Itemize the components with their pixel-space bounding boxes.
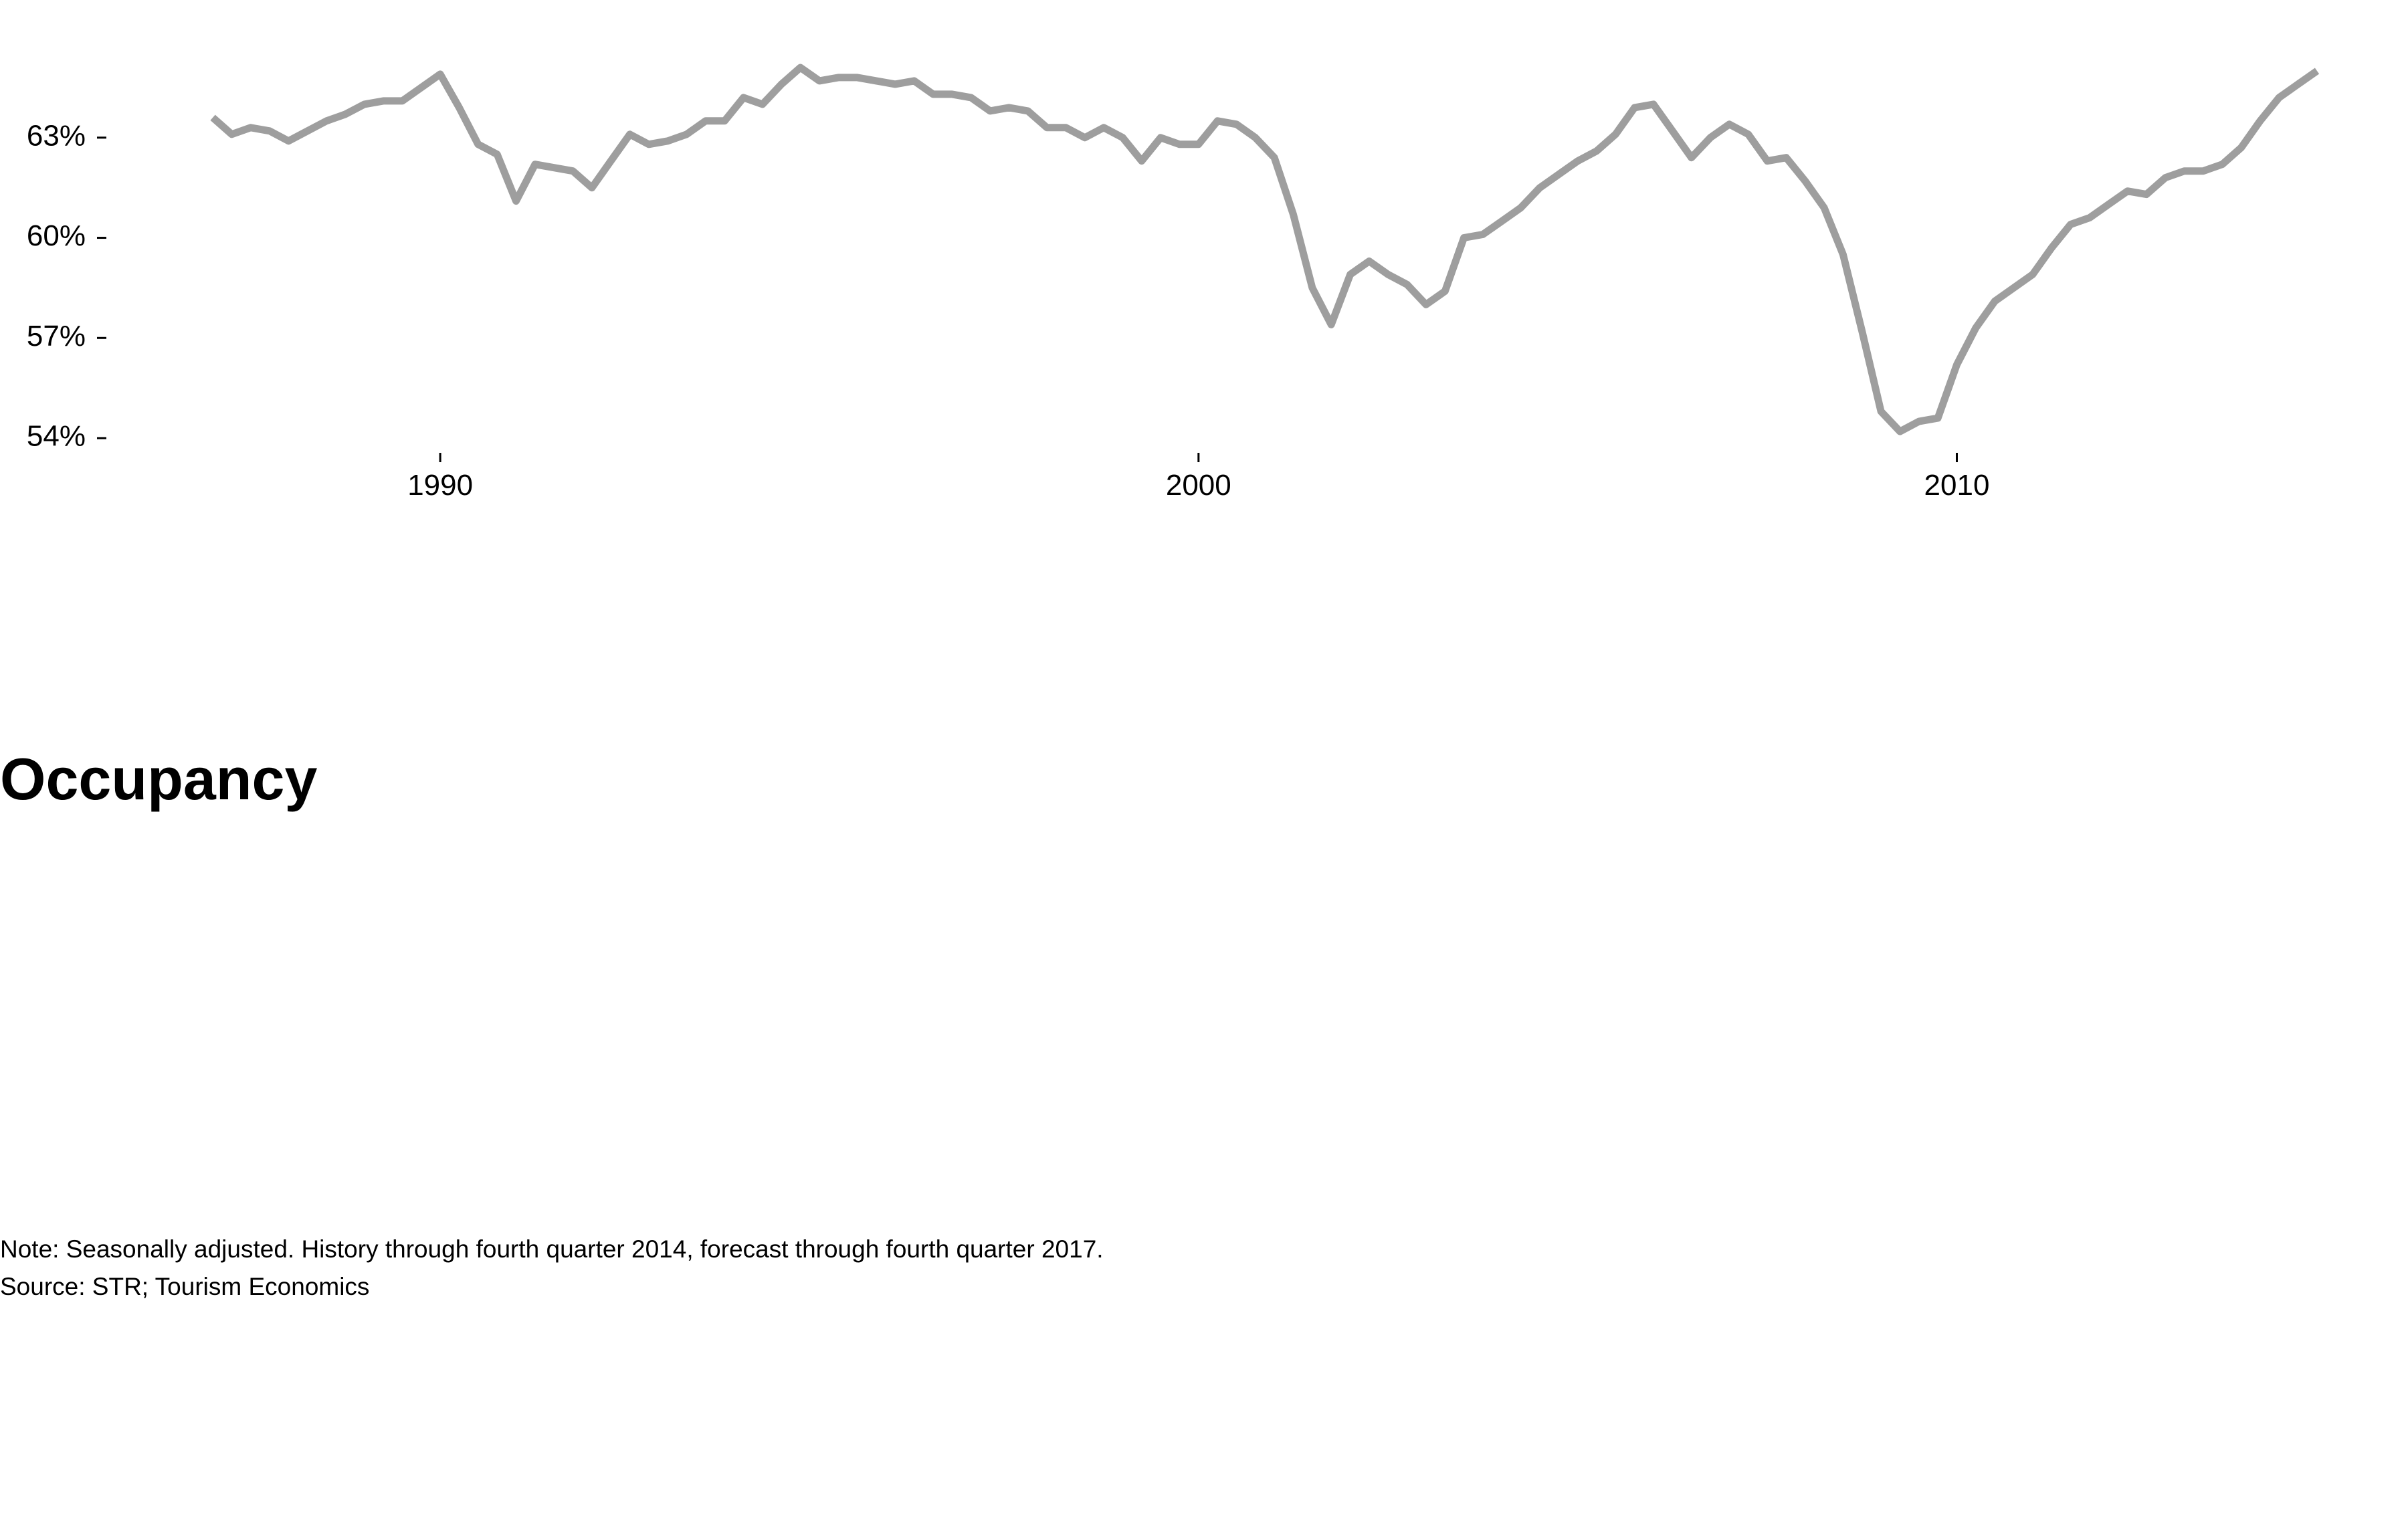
y-tick-label: 60% bbox=[27, 219, 86, 252]
x-tick-label: 2010 bbox=[1924, 469, 1990, 502]
x-tick-label: 2000 bbox=[1166, 469, 1231, 502]
chart-title: Occupancy bbox=[0, 746, 317, 812]
line bbox=[210, 64, 2320, 435]
y-tick-label: 63% bbox=[27, 119, 86, 152]
x-tick-label: 1990 bbox=[407, 469, 473, 502]
source: Source: STR; Tourism Economics bbox=[0, 1273, 369, 1300]
note: Note: Seasonally adjusted. History throu… bbox=[0, 1235, 1104, 1263]
y-tick-label: 54% bbox=[27, 420, 86, 453]
y-tick-label: 57% bbox=[27, 320, 86, 352]
